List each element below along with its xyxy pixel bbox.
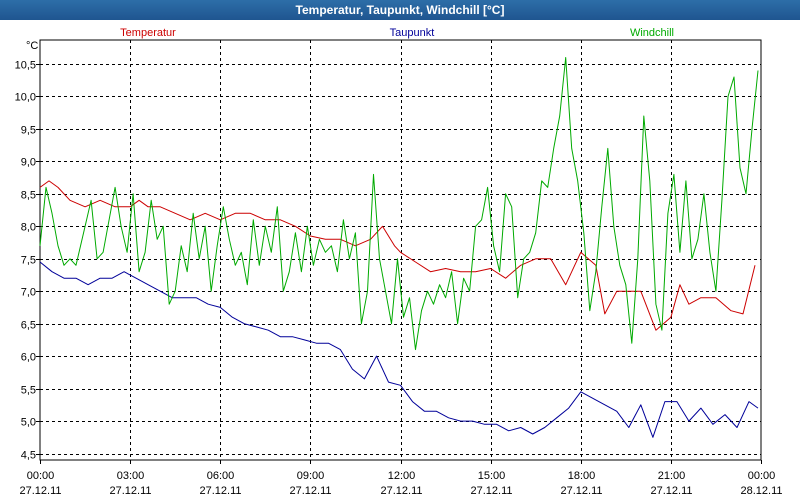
y-tick-label: 7,0 xyxy=(21,287,36,299)
legend-temperatur: Temperatur xyxy=(120,27,176,39)
x-tick-label-date: 27.12.11 xyxy=(470,485,512,497)
y-tick-label: 10,0 xyxy=(15,92,36,104)
y-tick-label: 6,5 xyxy=(21,320,36,332)
y-tick-label: 9,0 xyxy=(21,157,36,169)
x-tick-label-time: 15:00 xyxy=(478,470,506,482)
y-tick-label: 8,5 xyxy=(21,190,36,202)
x-tick-label-date: 27.12.11 xyxy=(19,485,61,497)
x-tick-label-date: 27.12.11 xyxy=(109,485,151,497)
y-tick-label: 6,0 xyxy=(21,352,36,364)
x-tick-label-date: 27.12.11 xyxy=(560,485,602,497)
y-tick-label: 4,5 xyxy=(21,450,36,462)
x-tick-label-date: 27.12.11 xyxy=(199,485,241,497)
series-line-windchill xyxy=(39,57,759,351)
y-tick-label: 8,0 xyxy=(21,222,36,234)
y-tick-label: 5,0 xyxy=(21,417,36,429)
x-tick-label-time: 00:00 xyxy=(748,470,776,482)
y-tick-label: 10,5 xyxy=(15,60,36,72)
legend-taupunkt: Taupunkt xyxy=(390,27,435,39)
x-tick-label-date: 27.12.11 xyxy=(380,485,422,497)
series-line-taupunkt xyxy=(39,261,759,438)
legend-windchill: Windchill xyxy=(630,27,674,39)
y-tick-label: 5,5 xyxy=(21,385,36,397)
x-tick-label-time: 12:00 xyxy=(388,470,416,482)
y-tick-label: 7,5 xyxy=(21,255,36,267)
window-title: Temperatur, Taupunkt, Windchill [°C] xyxy=(0,0,800,20)
x-tick-label-date: 27.12.11 xyxy=(289,485,331,497)
x-tick-label-time: 21:00 xyxy=(658,470,686,482)
series-line-temperatur xyxy=(39,180,756,331)
x-tick-label-time: 03:00 xyxy=(117,470,145,482)
x-tick-label-time: 09:00 xyxy=(297,470,325,482)
y-axis-label: °C xyxy=(26,40,38,52)
x-tick-label-date: 28.12.11 xyxy=(740,485,782,497)
x-tick-label-time: 06:00 xyxy=(207,470,235,482)
x-tick-label-date: 27.12.11 xyxy=(650,485,692,497)
x-tick-label-time: 18:00 xyxy=(568,470,596,482)
y-tick-label: 9,5 xyxy=(21,125,36,137)
x-tick-label-time: 00:00 xyxy=(27,470,55,482)
